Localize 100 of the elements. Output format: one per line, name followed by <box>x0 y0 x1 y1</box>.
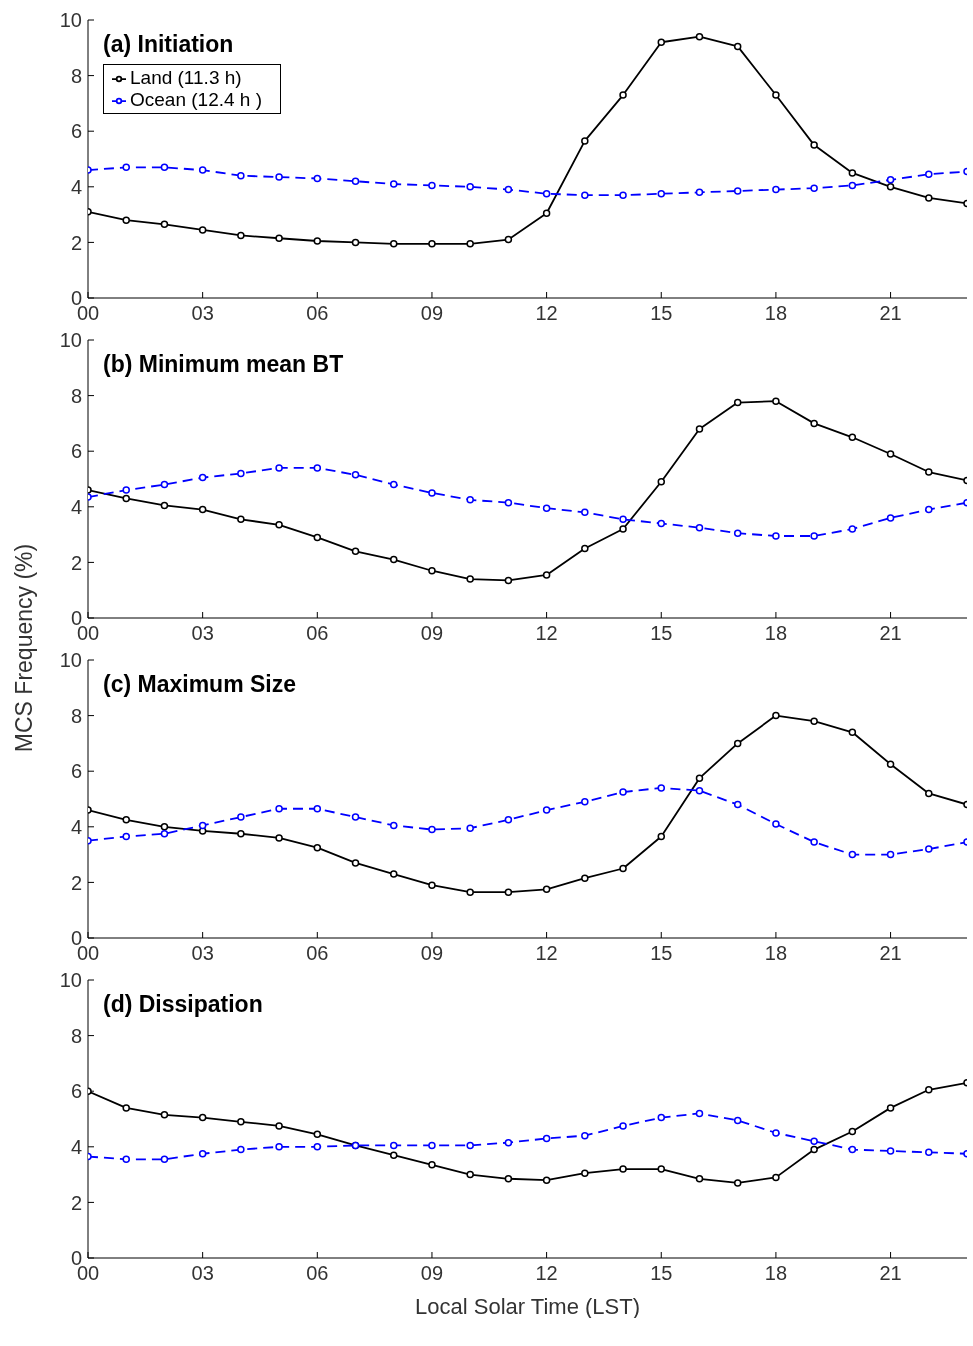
point <box>886 1104 895 1112</box>
point <box>275 804 283 813</box>
y-tick-label: 4 <box>70 815 82 838</box>
y-tick-label: 4 <box>70 495 82 518</box>
point <box>160 1111 169 1119</box>
point <box>504 185 513 194</box>
point <box>389 1151 398 1159</box>
x-tick-label: 06 <box>306 302 329 325</box>
legend-label: Land (11.3 h) <box>130 67 242 88</box>
point <box>848 850 857 859</box>
point <box>695 786 704 795</box>
y-tick-label: 10 <box>59 329 82 352</box>
point <box>428 1161 436 1169</box>
point <box>313 1143 322 1151</box>
point <box>810 1137 818 1145</box>
x-tick-label: 12 <box>535 942 558 965</box>
y-tick-label: 6 <box>70 120 82 143</box>
point <box>466 496 474 504</box>
x-tick-label: 18 <box>764 622 788 645</box>
point <box>122 494 130 503</box>
point <box>504 1138 513 1147</box>
point <box>122 486 130 494</box>
point <box>542 806 551 814</box>
point <box>237 830 245 838</box>
point <box>657 519 666 528</box>
point <box>925 1148 933 1157</box>
point <box>428 881 436 889</box>
point <box>542 571 551 579</box>
point <box>313 174 322 183</box>
x-tick-label: 06 <box>306 1262 329 1285</box>
point <box>810 419 818 428</box>
point <box>733 529 742 537</box>
point <box>733 1116 742 1125</box>
point <box>160 1155 169 1164</box>
point <box>237 515 245 524</box>
point <box>925 789 933 798</box>
point <box>122 163 130 172</box>
point <box>733 398 742 407</box>
y-tick-label: 10 <box>59 649 82 672</box>
point <box>695 425 704 433</box>
point <box>389 555 398 564</box>
x-tick-label: 09 <box>420 622 444 645</box>
point <box>886 183 895 191</box>
point <box>581 191 589 199</box>
point <box>848 181 857 190</box>
y-tick-label: 6 <box>70 1080 82 1103</box>
x-tick-label: 09 <box>420 942 444 965</box>
point <box>925 505 933 514</box>
point <box>695 523 704 532</box>
point <box>313 843 322 852</box>
point <box>733 42 742 51</box>
point <box>733 187 742 195</box>
point <box>581 1131 589 1140</box>
point <box>581 137 589 145</box>
point <box>848 433 857 442</box>
point <box>122 832 130 841</box>
x-tick-label: 21 <box>879 622 902 645</box>
point <box>733 800 742 809</box>
x-tick-label: 15 <box>650 622 673 645</box>
point <box>772 185 780 194</box>
point <box>198 821 207 830</box>
y-axis-title: MCS Frequency (%) <box>10 543 38 753</box>
point <box>275 173 283 181</box>
point <box>619 864 627 873</box>
point <box>581 1169 589 1177</box>
x-tick-label: 06 <box>306 622 329 645</box>
x-axis-title: Local Solar Time (LST) <box>415 1294 640 1319</box>
point <box>275 1143 283 1151</box>
y-tick-label: 4 <box>70 1135 82 1158</box>
point <box>657 1113 666 1122</box>
point <box>198 827 207 835</box>
point <box>351 177 360 185</box>
point <box>772 532 780 540</box>
point <box>542 1176 551 1184</box>
point <box>237 1118 245 1126</box>
point <box>848 169 857 177</box>
point <box>772 397 780 405</box>
point <box>733 1179 742 1187</box>
x-tick-label: 03 <box>191 622 214 645</box>
point <box>428 1141 436 1150</box>
x-tick-label: 18 <box>764 1262 788 1285</box>
point <box>848 525 857 533</box>
x-tick-label: 12 <box>535 1262 558 1285</box>
point <box>504 498 513 507</box>
point <box>275 464 283 472</box>
point <box>695 32 704 41</box>
point <box>504 576 513 585</box>
point <box>428 181 436 190</box>
y-tick-label: 8 <box>70 384 82 407</box>
point <box>925 194 933 202</box>
y-tick-label: 2 <box>70 231 82 254</box>
point <box>428 489 436 497</box>
y-tick-label: 6 <box>70 760 82 783</box>
point <box>275 834 283 842</box>
point <box>160 830 169 838</box>
point <box>389 1141 398 1150</box>
point <box>122 816 130 824</box>
point <box>542 885 551 894</box>
point <box>504 816 513 824</box>
point <box>466 888 474 896</box>
